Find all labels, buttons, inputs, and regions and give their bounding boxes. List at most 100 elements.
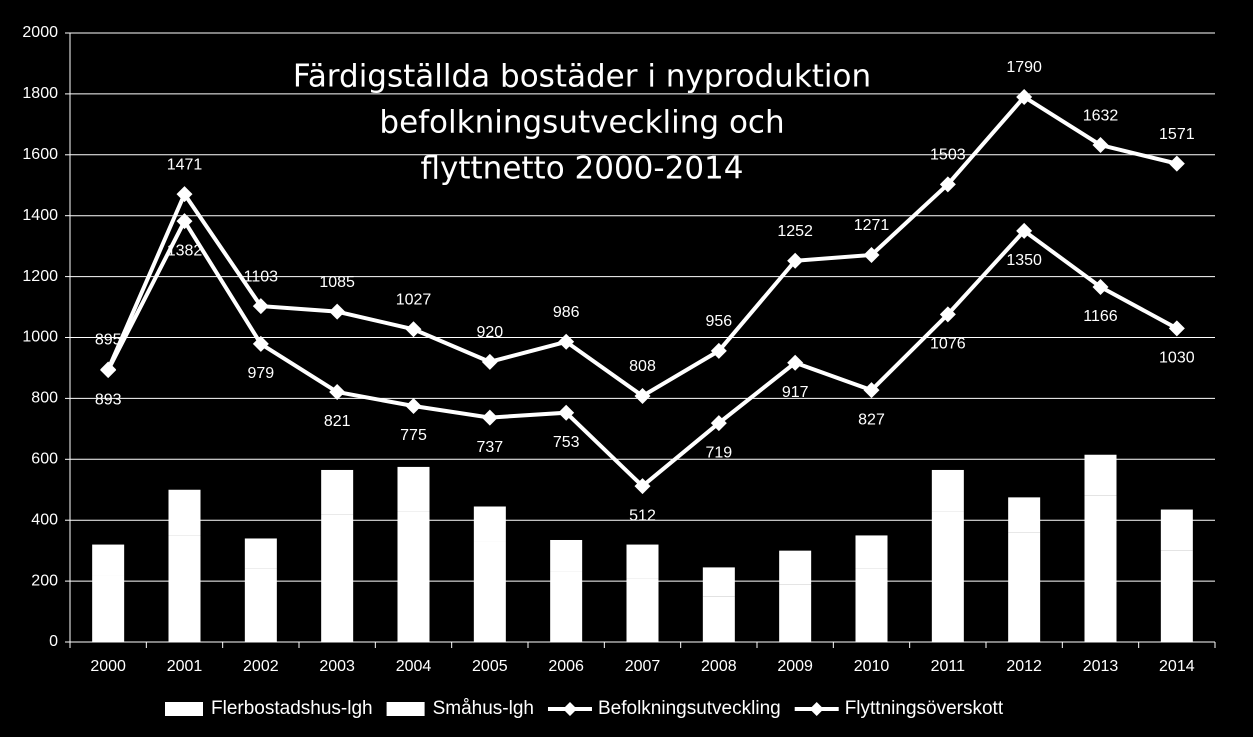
data-label: 1027 <box>396 291 432 308</box>
data-label: 979 <box>247 365 274 382</box>
data-label: 1571 <box>1159 126 1195 143</box>
bar <box>855 568 888 642</box>
legend-swatch <box>165 702 203 716</box>
data-label: 917 <box>782 384 809 401</box>
x-tick-label: 2012 <box>1006 658 1042 675</box>
marker <box>710 415 727 432</box>
marker <box>481 353 498 370</box>
data-label: 1103 <box>244 268 279 285</box>
marker <box>176 213 193 230</box>
marker <box>252 335 269 352</box>
x-tick-label: 2003 <box>319 658 355 675</box>
marker <box>558 404 575 421</box>
x-tick-label: 2007 <box>625 658 661 675</box>
data-label: 775 <box>400 427 427 444</box>
data-label: 737 <box>476 439 503 456</box>
bar <box>779 550 812 585</box>
x-tick-label: 2010 <box>854 658 890 675</box>
y-tick-label: 200 <box>31 572 58 589</box>
marker <box>329 303 346 320</box>
bar <box>397 466 430 512</box>
legend-marker <box>809 702 824 716</box>
data-label: 1382 <box>167 242 203 259</box>
bar <box>931 469 964 512</box>
marker <box>1092 137 1109 154</box>
legend-marker <box>562 702 577 716</box>
marker <box>252 298 269 315</box>
bar <box>244 568 277 642</box>
bar <box>550 539 583 572</box>
legend-label: Småhus-lgh <box>433 698 534 719</box>
legend-swatch <box>386 702 425 716</box>
bar <box>321 469 354 515</box>
data-label: 821 <box>324 413 351 430</box>
y-tick-label: 800 <box>31 390 58 407</box>
bar <box>1160 550 1193 642</box>
data-label: 1790 <box>1006 59 1042 76</box>
data-label: 719 <box>705 444 732 461</box>
data-label: 1350 <box>1006 252 1042 269</box>
marker <box>481 409 498 426</box>
marker <box>710 342 727 359</box>
marker <box>863 246 880 263</box>
bar <box>1008 532 1041 642</box>
marker <box>558 333 575 350</box>
bar <box>1008 497 1041 533</box>
marker <box>405 321 422 338</box>
marker <box>634 478 651 495</box>
data-label: 1471 <box>167 156 203 173</box>
marker <box>863 382 880 399</box>
bar <box>779 584 812 642</box>
y-tick-label: 1200 <box>22 268 58 285</box>
bar <box>321 514 354 642</box>
data-label: 1166 <box>1083 308 1118 325</box>
legend-label: Flerbostadshus-lgh <box>211 698 373 719</box>
data-label: 753 <box>553 434 580 451</box>
marker <box>787 354 804 371</box>
line <box>106 94 1178 399</box>
marker <box>329 384 346 401</box>
bar <box>1160 509 1193 551</box>
x-tick-label: 2000 <box>90 658 126 675</box>
chart-title: befolkningsutveckling och <box>379 105 784 141</box>
y-tick-label: 0 <box>49 633 58 650</box>
marker <box>1168 155 1185 172</box>
bar <box>931 511 964 642</box>
bar <box>855 535 888 569</box>
data-label: 1085 <box>319 274 355 291</box>
marker <box>634 387 651 404</box>
marker <box>405 398 422 415</box>
y-tick-label: 1000 <box>22 329 58 346</box>
bar <box>702 596 735 642</box>
bar <box>473 506 506 542</box>
x-tick-label: 2004 <box>396 658 432 675</box>
x-tick-label: 2001 <box>167 658 203 675</box>
bar <box>626 578 659 642</box>
marker <box>1016 222 1033 239</box>
data-label: 808 <box>629 358 656 375</box>
bar <box>92 544 125 576</box>
data-label: 1503 <box>930 147 966 164</box>
y-tick-label: 1400 <box>22 207 58 224</box>
bar <box>1084 495 1117 642</box>
data-label: 512 <box>629 507 656 524</box>
y-tick-label: 400 <box>31 511 58 528</box>
data-label: 956 <box>705 313 732 330</box>
y-tick-label: 600 <box>31 451 58 468</box>
marker <box>787 252 804 269</box>
marker <box>939 176 956 193</box>
x-tick-label: 2006 <box>548 658 584 675</box>
data-label: 986 <box>553 304 580 321</box>
marker <box>176 186 193 203</box>
chart-title: Färdigställda bostäder i nyproduktion <box>293 59 871 95</box>
y-tick-label: 1800 <box>22 85 58 102</box>
data-label: 895 <box>95 332 122 349</box>
bar <box>168 535 201 642</box>
legend-label: Befolkningsutveckling <box>598 698 781 719</box>
x-tick-label: 2002 <box>243 658 279 675</box>
data-label: 920 <box>476 324 503 341</box>
data-label: 1271 <box>854 217 890 234</box>
bar <box>244 538 277 569</box>
x-tick-label: 2011 <box>931 658 966 675</box>
bar <box>1084 454 1117 496</box>
